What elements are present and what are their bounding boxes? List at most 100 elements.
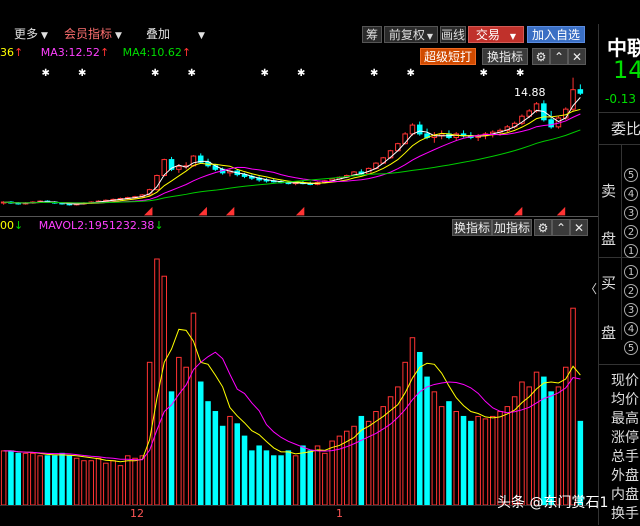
stat-label-2: 最高	[611, 411, 639, 427]
chevron-down-icon: ▼	[115, 31, 122, 41]
ma4-value: MA4:10.62	[122, 46, 182, 59]
sell-label: 卖	[601, 182, 617, 200]
volume-bar-43	[314, 445, 321, 505]
volume-bar-26	[190, 312, 197, 505]
line-drawing-button[interactable]: 画线	[440, 26, 466, 43]
candlestick-chart[interactable]: ✱ ✱ ✱ ✱ ✱ ✱ ✱ ✱ ✱ ✱ ◢ ◢ ◢ ◢ ◢ ◢	[0, 64, 598, 216]
super-shortline-button[interactable]: 超级短打	[420, 48, 476, 65]
chevron-up-icon[interactable]: ⌃	[552, 219, 570, 236]
up-arrow-icon: ↑	[14, 46, 24, 59]
volume-bar-36	[263, 450, 270, 505]
trade-button[interactable]: 交易 ▼	[468, 26, 524, 43]
volume-bar-63	[460, 415, 467, 505]
volume-bar-62	[453, 411, 460, 505]
price-change: -0.13	[605, 92, 637, 106]
volume-bar-55	[402, 361, 408, 505]
add-watchlist-button[interactable]: 加入自选	[527, 26, 585, 43]
down-arrow-icon: ↓	[154, 219, 164, 232]
volume-bar-24	[176, 356, 182, 505]
volume-bar-12	[88, 460, 95, 505]
stat-label-4: 总手	[611, 449, 639, 465]
volume-bar-38	[278, 455, 284, 505]
volume-bar-56	[409, 337, 416, 505]
volume-bar-29	[212, 411, 219, 505]
close-icon[interactable]: ✕	[568, 48, 586, 65]
pre-adjust-button[interactable]: 前复权 ▼	[384, 26, 438, 43]
ma-legend: 36↑ MA3:12.52↑ MA4:10.62↑	[0, 46, 191, 60]
candle-61	[446, 130, 452, 140]
date-label-december: 12	[130, 507, 144, 520]
close-icon[interactable]: ✕	[570, 219, 588, 236]
chips-button[interactable]: 筹	[362, 26, 382, 43]
chevron-down-icon: ▼	[198, 31, 205, 41]
volume-bar-27	[197, 381, 204, 505]
volume-bar-17	[124, 455, 131, 505]
volume-bar-2	[15, 452, 22, 505]
price-annotation: 14.88	[514, 86, 546, 99]
volume-bar-30	[219, 425, 226, 505]
gear-icon[interactable]: ⚙	[534, 219, 552, 236]
switch-indicator-button[interactable]: 换指标	[482, 48, 528, 65]
ma-green-line	[3, 129, 581, 204]
divider	[599, 257, 640, 258]
candle-79	[577, 84, 584, 95]
volume-bar-44	[322, 452, 328, 505]
trade-label: 交易	[475, 28, 500, 42]
volume-bar-10	[73, 457, 80, 505]
toolbar-overlay[interactable]: 叠加 ▼	[146, 24, 205, 45]
volume-bar-25	[183, 366, 189, 505]
ma-white-line	[3, 97, 581, 205]
signal-star-20: ✱	[151, 68, 159, 79]
flag-marker-0: ◢	[144, 204, 153, 216]
collapse-panel-handle[interactable]: 〈	[584, 282, 597, 296]
toolbar-more[interactable]: 更多 ▼	[14, 24, 48, 45]
mavol2-value: MAVOL2:1951232.38	[38, 219, 155, 232]
volume-bar-39	[285, 450, 292, 505]
stat-label-0: 现价	[611, 373, 639, 389]
volume-bar-5	[37, 455, 43, 505]
volume-bar-32	[234, 423, 241, 505]
gear-icon[interactable]: ⚙	[532, 48, 550, 65]
volume-bar-37	[270, 455, 277, 505]
stock-name: 中联	[607, 36, 640, 60]
volume-bar-0	[0, 450, 7, 505]
volume-bar-79	[577, 420, 584, 505]
volume-bar-46	[336, 435, 343, 505]
volume-bar-35	[256, 445, 262, 505]
volume-bar-72	[526, 386, 533, 505]
signal-star-35: ✱	[261, 68, 269, 79]
signal-star-40: ✱	[297, 68, 305, 79]
volume-chart[interactable]	[0, 237, 598, 505]
volume-bar-69	[504, 406, 511, 505]
buy-pan-label: 盘	[601, 324, 617, 342]
order-level-0: 5	[624, 168, 638, 182]
flag-marker-4: ◢	[514, 204, 523, 216]
volume-bar-75	[548, 391, 554, 505]
order-level-3: 2	[624, 225, 638, 239]
candle-63	[460, 130, 467, 138]
candle-59	[431, 132, 438, 143]
up-arrow-icon: ↑	[99, 46, 110, 59]
volume-bar-42	[307, 450, 314, 505]
stat-label-3: 涨停	[611, 430, 639, 446]
volume-bar-53	[387, 396, 394, 505]
vol-add-indicator-button[interactable]: 加指标	[492, 219, 532, 236]
chevron-down-icon: ▼	[426, 32, 434, 41]
ma2-value: 36	[0, 46, 14, 59]
volume-bar-76	[555, 386, 562, 505]
chevron-up-icon[interactable]: ⌃	[550, 48, 568, 65]
ma-magenta-line	[3, 113, 581, 204]
committee-ratio-label: 委比	[611, 120, 640, 138]
volume-bar-3	[22, 452, 29, 505]
volume-bar-74	[541, 376, 547, 505]
candle-20	[146, 188, 153, 196]
toolbar-more-label: 更多	[14, 27, 39, 41]
volume-bar-51	[373, 411, 379, 505]
volume-bar-67	[489, 415, 496, 505]
toolbar-member-indicator[interactable]: 会员指标 ▼	[64, 24, 122, 45]
vol-switch-indicator-button[interactable]: 换指标	[452, 219, 492, 236]
volume-bar-68	[497, 411, 503, 505]
watermark: 头条 @东门赏石1	[497, 495, 609, 511]
volume-bar-52	[380, 406, 387, 505]
